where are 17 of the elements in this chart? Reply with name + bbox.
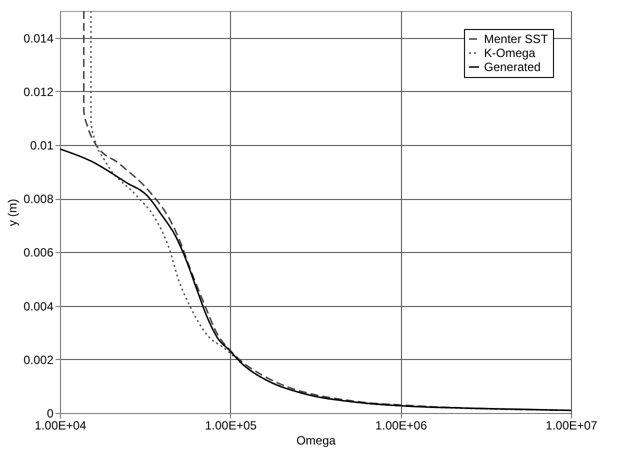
legend-label: Generated: [484, 60, 541, 74]
y-tick-label: 0.002: [23, 352, 54, 367]
legend-label: Menter SST: [484, 32, 549, 46]
y-tick-label: 0.006: [23, 246, 54, 260]
x-tick-label: 1.00E+05: [204, 418, 258, 432]
y-tick-label: 0.008: [23, 192, 54, 206]
y-tick-label: 0.01: [30, 138, 54, 152]
legend-label: K-Omega: [484, 46, 536, 60]
x-axis-title: Omega: [296, 434, 336, 448]
y-tick-label: 0.004: [23, 299, 54, 314]
y-axis-title: y (m): [5, 198, 20, 226]
x-tick-label: 1.00E+04: [34, 418, 87, 432]
y-tick-label: 0.012: [23, 84, 54, 99]
y-tick-label: 0: [46, 406, 54, 420]
x-tick-label: 1.00E+07: [546, 418, 598, 432]
x-tick-label: 1.00E+06: [375, 418, 428, 432]
y-tick-label: 0.014: [23, 31, 54, 46]
